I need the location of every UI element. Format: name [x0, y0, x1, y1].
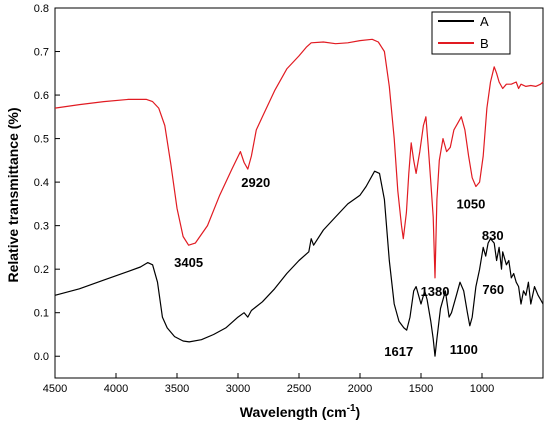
x-tick-label-1500: 1500 — [409, 383, 433, 395]
x-tick-label-4000: 4000 — [104, 383, 128, 395]
legend-label-b: B — [480, 36, 489, 51]
x-tick-label-3500: 3500 — [165, 383, 189, 395]
y-tick-label-0.4: 0.4 — [34, 177, 49, 189]
legend: A B — [431, 11, 511, 55]
y-tick-label-0.5: 0.5 — [34, 134, 49, 146]
x-tick-label-3000: 3000 — [226, 383, 250, 395]
y-tick-label-0.8: 0.8 — [34, 3, 49, 15]
x-tick-label-2500: 2500 — [287, 383, 311, 395]
legend-label-a: A — [480, 14, 489, 29]
peak-label-3405: 3405 — [174, 255, 203, 270]
peak-label-2920: 2920 — [241, 175, 270, 190]
y-tick-label-0.0: 0.0 — [34, 351, 49, 363]
peak-label-1100: 1100 — [450, 342, 478, 357]
y-tick-label-0.7: 0.7 — [34, 47, 49, 59]
y-tick-label-0.3: 0.3 — [34, 221, 49, 233]
peak-label-1050: 1050 — [456, 196, 485, 211]
peak-label-760: 760 — [482, 282, 504, 297]
peak-label-830: 830 — [482, 228, 504, 243]
x-axis-title-superscript: -1 — [347, 403, 356, 414]
x-tick-label-4500: 4500 — [43, 383, 67, 395]
peak-label-1380: 1380 — [421, 284, 450, 299]
x-tick-label-1000: 1000 — [470, 383, 494, 395]
peak-label-1617: 1617 — [384, 344, 413, 359]
legend-box — [431, 11, 511, 55]
y-axis-title: Relative transmittance (%) — [5, 107, 21, 282]
series-line-b — [54, 38, 544, 279]
series-line-a — [54, 170, 544, 357]
y-tick-label-0.1: 0.1 — [34, 308, 49, 320]
x-axis-title: Wavelength (cm-1) — [240, 403, 360, 420]
y-tick-label-0.2: 0.2 — [34, 264, 49, 276]
x-tick-label-2000: 2000 — [348, 383, 372, 395]
y-tick-label-0.6: 0.6 — [34, 90, 49, 102]
x-axis-title-close: ) — [356, 404, 361, 420]
x-axis-title-main: Wavelength (cm — [240, 404, 347, 420]
